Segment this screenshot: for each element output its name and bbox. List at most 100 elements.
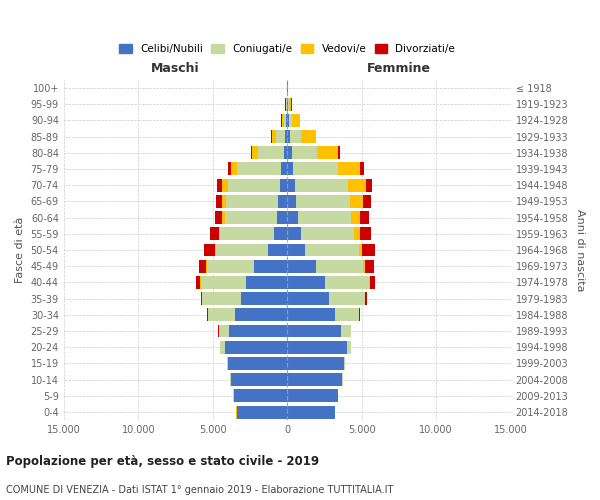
Bar (287, 244, 305, 256)
Bar (227, 357, 287, 370)
Bar (287, 162, 293, 175)
Bar (206, 260, 207, 272)
Bar (202, 292, 241, 305)
Bar (365, 260, 374, 272)
Bar (369, 276, 370, 289)
Bar (284, 114, 286, 127)
Bar (201, 276, 245, 289)
Bar (329, 292, 365, 305)
Bar (235, 308, 287, 322)
Y-axis label: Fasce di età: Fasce di età (15, 217, 25, 283)
Bar (298, 211, 352, 224)
Bar (363, 260, 365, 272)
Bar (325, 276, 369, 289)
Bar (365, 292, 367, 305)
Bar (287, 114, 289, 127)
Bar (276, 130, 285, 143)
Bar (359, 228, 371, 240)
Bar (219, 228, 220, 240)
Bar (360, 211, 369, 224)
Bar (292, 114, 300, 127)
Bar (286, 114, 287, 127)
Bar (207, 260, 254, 272)
Bar (252, 146, 258, 159)
Bar (215, 211, 223, 224)
Bar (287, 390, 338, 402)
Bar (295, 178, 349, 192)
Bar (217, 178, 223, 192)
Bar (236, 406, 287, 418)
Bar (277, 211, 287, 224)
Bar (272, 130, 276, 143)
Bar (282, 114, 284, 127)
Bar (287, 357, 344, 370)
Bar (362, 244, 375, 256)
Bar (287, 228, 301, 240)
Bar (287, 178, 295, 192)
Bar (335, 308, 359, 322)
Bar (226, 195, 278, 208)
Bar (287, 308, 335, 322)
Bar (317, 146, 338, 159)
Text: Femmine: Femmine (367, 62, 431, 75)
Bar (305, 244, 359, 256)
Bar (350, 195, 363, 208)
Bar (201, 292, 202, 305)
Bar (301, 228, 354, 240)
Bar (296, 195, 350, 208)
Bar (284, 146, 287, 159)
Bar (363, 195, 371, 208)
Bar (268, 244, 287, 256)
Bar (278, 195, 287, 208)
Bar (224, 211, 277, 224)
Text: COMUNE DI VENEZIA - Dati ISTAT 1° gennaio 2019 - Elaborazione TUTTITALIA.IT: COMUNE DI VENEZIA - Dati ISTAT 1° gennai… (6, 485, 394, 495)
Bar (199, 260, 206, 272)
Bar (215, 244, 216, 256)
Bar (341, 324, 350, 338)
Bar (251, 146, 252, 159)
Bar (274, 228, 287, 240)
Bar (366, 178, 372, 192)
Bar (227, 178, 280, 192)
Bar (289, 98, 292, 110)
Bar (287, 340, 347, 353)
Bar (233, 390, 287, 402)
Bar (285, 130, 287, 143)
Bar (236, 162, 281, 175)
Bar (223, 178, 227, 192)
Bar (220, 340, 224, 353)
Bar (210, 228, 219, 240)
Bar (338, 162, 360, 175)
Bar (359, 308, 360, 322)
Text: Maschi: Maschi (151, 62, 200, 75)
Bar (245, 276, 287, 289)
Bar (354, 228, 359, 240)
Bar (223, 195, 226, 208)
Bar (230, 162, 236, 175)
Bar (223, 211, 224, 224)
Bar (287, 130, 290, 143)
Bar (290, 130, 301, 143)
Text: Popolazione per età, sesso e stato civile - 2019: Popolazione per età, sesso e stato civil… (6, 454, 319, 468)
Bar (316, 260, 363, 272)
Bar (287, 373, 343, 386)
Y-axis label: Anni di nascita: Anni di nascita (575, 208, 585, 291)
Bar (258, 146, 284, 159)
Bar (254, 260, 287, 272)
Bar (338, 146, 340, 159)
Legend: Celibi/Nubili, Coniugati/e, Vedovi/e, Divorziati/e: Celibi/Nubili, Coniugati/e, Vedovi/e, Di… (116, 41, 458, 58)
Bar (287, 324, 341, 338)
Bar (220, 228, 274, 240)
Bar (293, 162, 338, 175)
Bar (281, 162, 287, 175)
Bar (287, 195, 296, 208)
Bar (230, 373, 287, 386)
Bar (287, 146, 292, 159)
Bar (204, 244, 215, 256)
Bar (227, 162, 230, 175)
Bar (287, 406, 335, 418)
Bar (196, 276, 200, 289)
Bar (370, 276, 374, 289)
Bar (287, 276, 325, 289)
Bar (360, 162, 364, 175)
